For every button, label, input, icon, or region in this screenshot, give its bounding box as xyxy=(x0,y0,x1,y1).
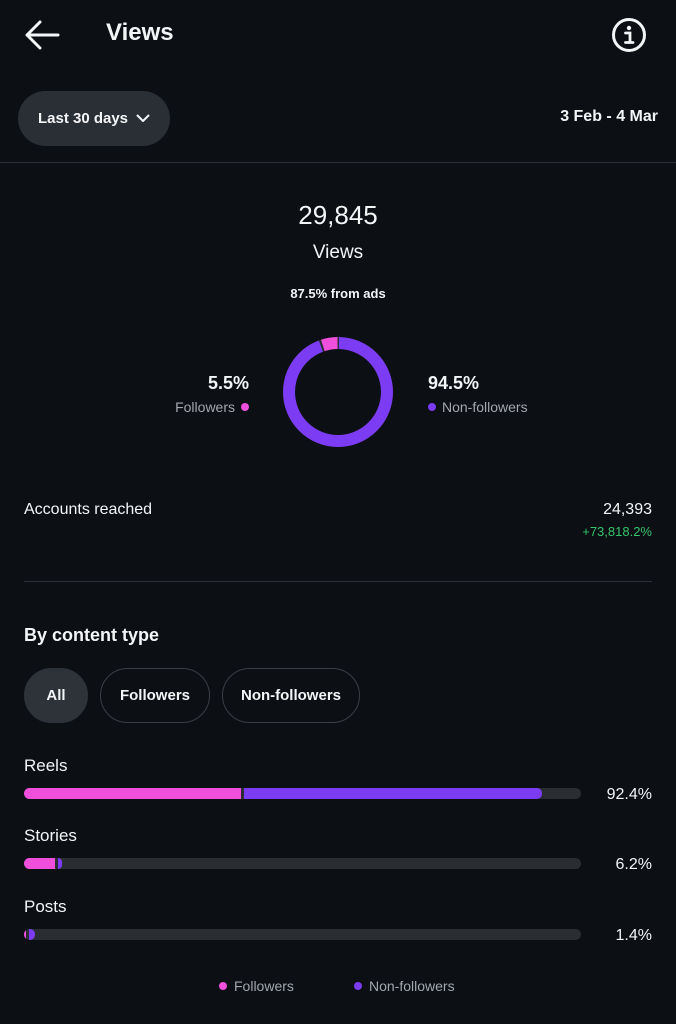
nonfollowers-dot-icon xyxy=(354,982,362,990)
divider xyxy=(0,162,676,163)
bar-segment-followers xyxy=(24,929,26,940)
bar-segment-followers xyxy=(24,788,242,799)
accounts-reached-change: +73,818.2% xyxy=(582,524,652,539)
legend-nonfollowers: Non-followers xyxy=(354,978,455,994)
top-bar: Views xyxy=(0,0,676,70)
views-count: 29,845 xyxy=(298,200,378,230)
content-row-percent-posts: 1.4% xyxy=(615,927,652,944)
info-icon[interactable] xyxy=(611,17,647,53)
followers-legend-label: Followers xyxy=(175,399,235,415)
followers-dot-icon xyxy=(219,982,227,990)
content-row-label-posts: Posts xyxy=(24,897,67,916)
nonfollowers-dot-icon xyxy=(428,403,436,411)
divider xyxy=(24,581,652,582)
bar-segment-nonfollowers xyxy=(244,788,542,799)
nonfollowers-legend-label: Non-followers xyxy=(442,399,528,415)
donut-segment-nonfollowers xyxy=(283,337,393,447)
date-range-text: 3 Feb - 4 Mar xyxy=(560,108,658,125)
legend-nonfollowers-label: Non-followers xyxy=(369,978,455,994)
chevron-down-icon xyxy=(136,114,150,122)
legend-followers: Followers xyxy=(219,978,294,994)
tab-all-label: All xyxy=(46,687,66,704)
content-bar-stories xyxy=(24,858,581,869)
tab-all[interactable]: All xyxy=(24,668,88,723)
content-row-percent-stories: 6.2% xyxy=(615,856,652,873)
content-bar-posts xyxy=(24,929,581,940)
ads-note: 87.5% from ads xyxy=(290,286,386,301)
views-label: Views xyxy=(312,242,364,263)
nonfollowers-legend: Non-followers xyxy=(428,399,528,415)
date-range-dropdown[interactable]: Last 30 days xyxy=(18,91,170,146)
content-row-percent-reels: 92.4% xyxy=(606,786,652,803)
legend-followers-label: Followers xyxy=(234,978,294,994)
content-row-label-reels: Reels xyxy=(24,756,68,775)
arrow-left-icon[interactable] xyxy=(22,18,62,52)
bar-segment-followers xyxy=(24,858,55,869)
page-title: Views xyxy=(106,19,174,46)
bar-segment-nonfollowers xyxy=(57,858,62,869)
tab-followers-label: Followers xyxy=(119,687,190,704)
nonfollowers-percent: 94.5% xyxy=(428,373,480,393)
content-row-label-stories: Stories xyxy=(24,826,77,845)
bar-segment-nonfollowers xyxy=(28,929,35,940)
tab-non-followers[interactable]: Non-followers xyxy=(222,668,360,723)
followers-legend: Followers xyxy=(175,399,249,415)
accounts-reached-label: Accounts reached xyxy=(24,501,153,518)
content-bar-reels xyxy=(24,788,581,799)
tab-followers[interactable]: Followers xyxy=(100,668,210,723)
date-range-dropdown-label: Last 30 days xyxy=(37,110,129,127)
followers-percent: 5.5% xyxy=(207,373,249,393)
content-type-title: By content type xyxy=(24,625,160,645)
accounts-reached-value: 24,393 xyxy=(603,501,652,518)
followers-donut-chart xyxy=(283,337,393,447)
tab-non-followers-label: Non-followers xyxy=(241,687,341,704)
followers-dot-icon xyxy=(241,403,249,411)
